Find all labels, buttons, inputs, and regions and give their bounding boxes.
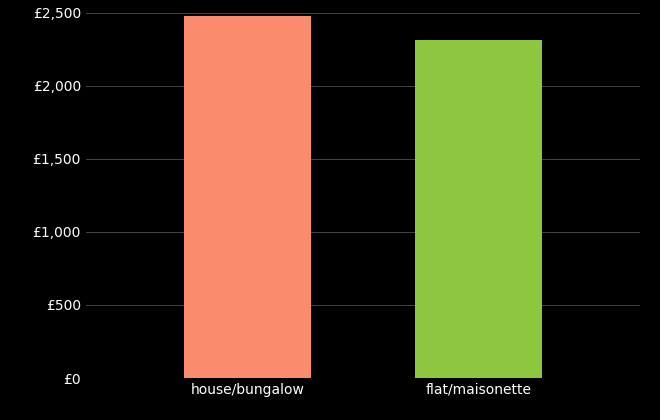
Bar	[415, 40, 542, 378]
Bar	[184, 16, 311, 378]
